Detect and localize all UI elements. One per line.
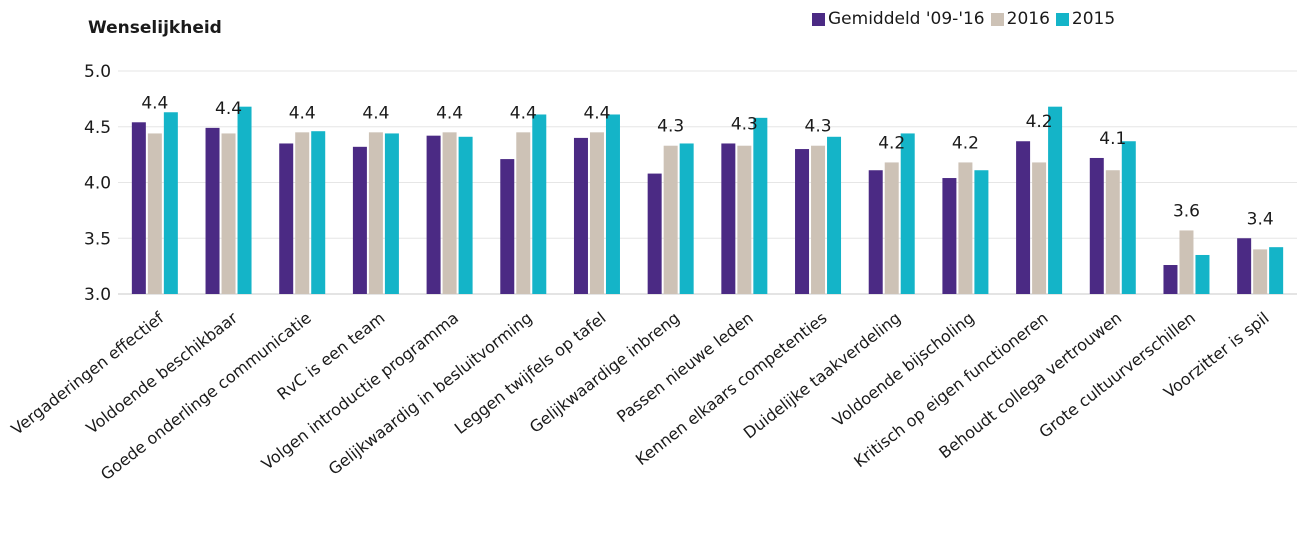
- bar: [1048, 106, 1063, 295]
- bar: [500, 159, 515, 294]
- data-label: 4.3: [805, 117, 832, 137]
- bar: [1237, 238, 1252, 294]
- data-label: 3.6: [1173, 201, 1200, 221]
- bar: [458, 136, 473, 294]
- data-label: 4.2: [1026, 112, 1053, 132]
- data-label: 4.4: [289, 103, 316, 123]
- bar: [205, 127, 220, 295]
- legend-item-2016: 2016: [990, 9, 1050, 29]
- chart-title: Wenselijkheid: [88, 18, 222, 38]
- y-tick-label: 4.0: [84, 174, 111, 194]
- legend-swatch-gemiddeld: [812, 12, 825, 26]
- bar: [368, 132, 383, 294]
- bar: [974, 170, 989, 294]
- data-label: 4.2: [878, 133, 905, 153]
- y-tick-label: 3.0: [84, 285, 111, 305]
- legend-swatch-2016: [990, 12, 1004, 26]
- data-label: 4.2: [952, 133, 979, 153]
- y-tick-label: 4.5: [84, 118, 111, 138]
- bar: [589, 132, 604, 294]
- bars: [131, 106, 1284, 295]
- bar: [737, 145, 752, 294]
- bar: [1016, 141, 1031, 294]
- y-tick-label: 5.0: [84, 62, 111, 82]
- data-label: 4.4: [362, 103, 389, 123]
- bar: [884, 162, 899, 294]
- bar: [605, 114, 620, 294]
- bar: [384, 133, 399, 294]
- legend-label-gemiddeld: Gemiddeld '09-'16: [828, 9, 985, 29]
- bar: [163, 112, 178, 294]
- chart-legend: Gemiddeld '09-'16 2016 2015: [812, 9, 1121, 29]
- bar: [1121, 141, 1136, 294]
- bar: [516, 132, 531, 294]
- bar: [900, 133, 915, 294]
- data-labels: 4.4 4.4 4.4 4.4 4.4 4.4 4.4 4.3 4.3 4.3 4.2 4.2 4.2 4…: [141, 93, 1273, 229]
- bar: [221, 133, 236, 294]
- bar: [753, 117, 768, 294]
- legend-swatch-2015: [1055, 12, 1069, 26]
- bar: [942, 178, 957, 294]
- data-label: 4.4: [141, 93, 168, 113]
- bar: [795, 149, 810, 294]
- bar: [868, 170, 883, 294]
- x-tick-label: Gelijkwaardige inbreng: [526, 308, 683, 437]
- bar: [811, 145, 826, 294]
- bar: [147, 133, 162, 294]
- bar: [1179, 230, 1194, 294]
- y-tick-label: 3.5: [84, 229, 111, 249]
- data-label: 4.4: [436, 103, 463, 123]
- bar: [573, 137, 588, 294]
- legend-label-2015: 2015: [1071, 9, 1116, 29]
- bar: [295, 132, 310, 294]
- bar: [1163, 265, 1178, 294]
- bar: [1105, 170, 1120, 294]
- bar: [1195, 254, 1210, 294]
- bar: [721, 143, 736, 294]
- data-label: 4.3: [731, 114, 758, 134]
- bar: [311, 131, 326, 294]
- data-label: 4.1: [1099, 129, 1126, 149]
- y-axis: 3.0 3.5 4.0 4.5 5.0: [84, 62, 111, 305]
- bar: [827, 136, 842, 294]
- x-tick-label: Passen nieuwe leden: [613, 308, 757, 426]
- legend-label-2016: 2016: [1006, 9, 1050, 29]
- bar: [131, 122, 146, 294]
- bar: [1089, 157, 1104, 294]
- legend-item-gemiddeld: Gemiddeld '09-'16: [812, 9, 985, 29]
- bar: [1253, 249, 1268, 294]
- data-label: 4.4: [510, 103, 537, 123]
- data-label: 4.3: [657, 117, 684, 137]
- bar: [1269, 247, 1284, 294]
- x-tick-label: Voldoende bijscholing: [829, 308, 978, 430]
- bar: [532, 114, 547, 294]
- bar: [279, 143, 294, 294]
- bar: [647, 173, 662, 294]
- bar: [237, 106, 252, 295]
- data-label: 4.4: [583, 103, 610, 123]
- bar: [442, 132, 457, 294]
- data-label: 3.4: [1247, 209, 1274, 229]
- bar: [1032, 162, 1047, 294]
- bar: [663, 145, 678, 294]
- bar: [352, 146, 367, 294]
- bar: [958, 162, 973, 294]
- bar: [679, 143, 694, 294]
- data-label: 4.4: [215, 99, 242, 119]
- bar: [426, 135, 441, 294]
- legend-item-2015: 2015: [1055, 9, 1116, 29]
